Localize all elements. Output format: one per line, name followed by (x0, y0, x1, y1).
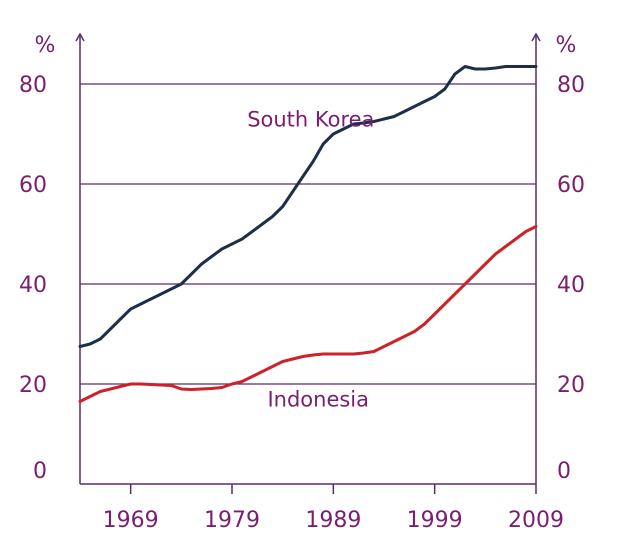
annotation-south-korea: South Korea (247, 108, 374, 132)
y-tick-label-right-20: 20 (557, 373, 585, 398)
unit-label-right: % (556, 33, 577, 58)
y-tick-label-left-0: 0 (33, 459, 47, 484)
unit-label-left: % (35, 33, 56, 58)
y-tick-label-left-60: 60 (19, 173, 47, 198)
series-lines (78, 65, 538, 403)
axes (75, 32, 541, 494)
y-axis-right-arrow (531, 32, 541, 42)
y-tick-label-left-80: 80 (19, 73, 47, 98)
y-tick-label-right-60: 60 (557, 173, 585, 198)
y-tick-label-right-0: 0 (557, 459, 571, 484)
x-tick-label-1999: 1999 (407, 508, 463, 533)
x-tick-label-1969: 1969 (103, 508, 159, 533)
grid-lines (80, 83, 536, 385)
series-line-south-korea (78, 65, 538, 348)
y-tick-label-right-80: 80 (557, 73, 585, 98)
y-axis-left-arrow (75, 32, 85, 42)
y-tick-label-right-40: 40 (557, 273, 585, 298)
y-tick-label-left-40: 40 (19, 273, 47, 298)
series-line-indonesia (78, 225, 538, 403)
x-tick-label-1989: 1989 (305, 508, 361, 533)
annotation-indonesia: Indonesia (267, 388, 369, 412)
x-tick-label-2009: 2009 (508, 508, 564, 533)
labels: 1969 1979 1989 1999 2009 0 0 20 20 40 40 60 60 80 80%%… (19, 33, 585, 533)
x-tick-label-1979: 1979 (204, 508, 260, 533)
y-tick-label-left-20: 20 (19, 373, 47, 398)
